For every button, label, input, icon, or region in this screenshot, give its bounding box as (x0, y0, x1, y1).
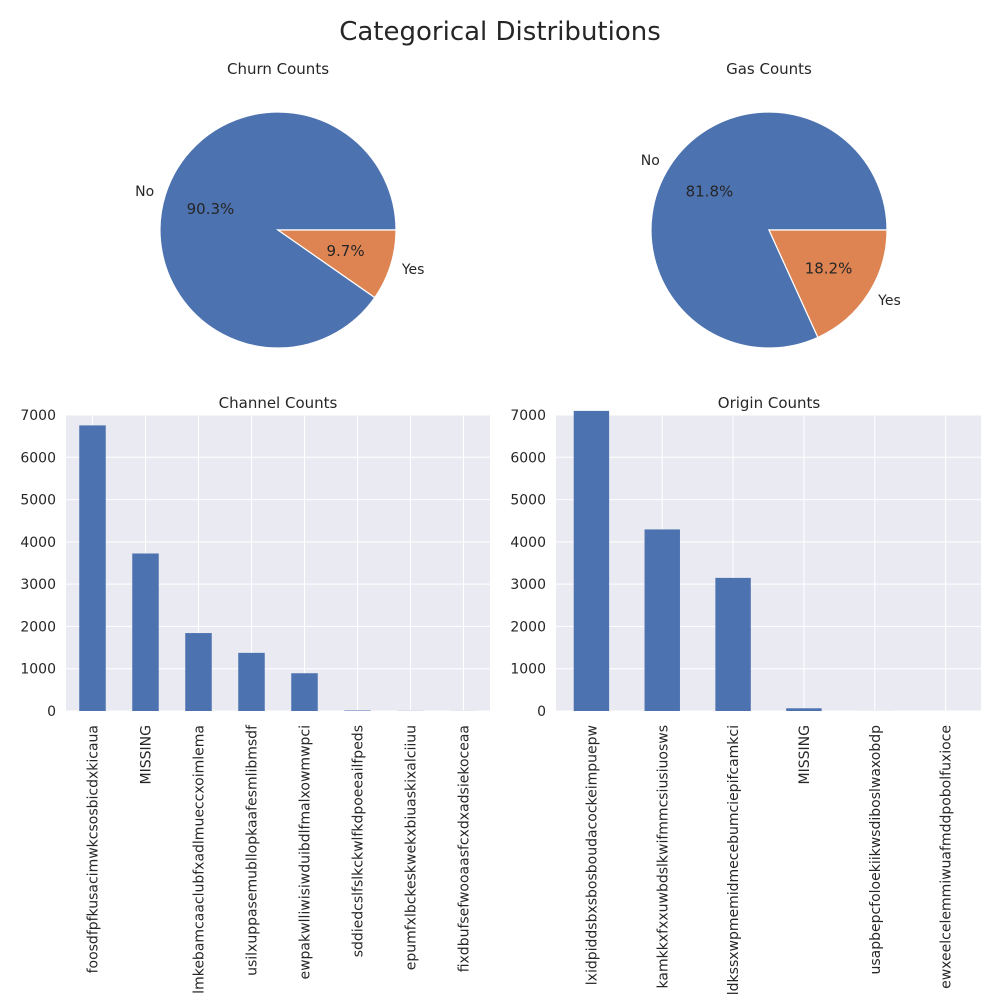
bar (715, 578, 750, 711)
y-tick-label: 2000 (510, 619, 546, 635)
y-tick-label: 0 (47, 704, 56, 720)
x-tick-label: lmkebamcaaclubfxadlmueccxoimlema (192, 725, 208, 994)
bar (291, 673, 318, 711)
pie-category-label: No (135, 184, 154, 200)
x-tick-label: usapbepcfoloekiikwsdiboslwaxobdp (868, 725, 884, 975)
plot-area (66, 415, 490, 711)
channel-bar-chart: 0 1000 2000 3000 4000 5000 6000 7000 foosdfpfkus… (20, 408, 490, 994)
plot-area (556, 415, 981, 711)
y-tick-label: 3000 (510, 577, 546, 593)
channel-bar-title: Channel Counts (219, 394, 338, 412)
pie-category-label: No (641, 153, 660, 169)
gas-pie: 81.8% No 18.2% Yes (641, 112, 901, 348)
pie-pct-label: 90.3% (187, 200, 235, 218)
bar (185, 633, 212, 711)
y-tick-label: 1000 (20, 662, 56, 678)
y-tick-label: 5000 (20, 493, 56, 509)
origin-bar-chart: 0 1000 2000 3000 4000 5000 6000 7000 lxidpiddsbx… (510, 408, 981, 995)
x-tick-label: kamkkxfxxuwbdslkwifmmcsiusiuosws (655, 725, 671, 988)
y-tick-label: 4000 (510, 535, 546, 551)
churn-pie-title: Churn Counts (227, 60, 329, 78)
pie-category-label: Yes (401, 262, 425, 278)
bar (786, 708, 821, 711)
x-tick-label: foosdfpfkusacimwkcsosbicdxkicaua (86, 725, 102, 973)
pie-pct-label: 9.7% (326, 242, 364, 260)
y-tick-label: 7000 (20, 408, 56, 424)
pie-category-label: Yes (877, 293, 901, 309)
x-tick-label: MISSING (797, 725, 813, 784)
x-tick-label: ldkssxwpmemidmecebumciepifcamkci (726, 725, 742, 995)
x-tick-label: MISSING (139, 725, 155, 784)
x-tick-label: fixdbufsefwooaasfcxdxadsiekoceaa (457, 725, 473, 972)
bar (238, 653, 265, 711)
x-tick-label: lxidpiddsbxsbosboudacockeimpuepw (584, 725, 600, 985)
x-tick-label: ewxeelcelemmiwuafmddpobolfuxioce (939, 725, 955, 989)
y-tick-label: 0 (537, 704, 546, 720)
pie-pct-label: 18.2% (805, 259, 853, 277)
x-tick-label: sddiedcslfslkckwlfkdpoeeailfpeds (351, 725, 367, 957)
x-tick-label: epumfxlbckeskwekxbiuaskixalciiuu (404, 725, 420, 970)
bar (79, 425, 106, 711)
y-tick-label: 6000 (510, 450, 546, 466)
origin-bar-title: Origin Counts (718, 394, 821, 412)
y-tick-label: 3000 (20, 577, 56, 593)
bar (132, 553, 159, 711)
figure-title: Categorical Distributions (339, 17, 661, 47)
x-tick-label: usilxuppasemubllopkaafesmlibmsdf (245, 724, 261, 976)
y-tick-label: 6000 (20, 450, 56, 466)
churn-pie: 90.3% No 9.7% Yes (135, 112, 424, 348)
pie-pct-label: 81.8% (686, 183, 734, 201)
y-tick-label: 4000 (20, 535, 56, 551)
y-tick-label: 1000 (510, 662, 546, 678)
y-tick-label: 7000 (510, 408, 546, 424)
y-tick-label: 2000 (20, 619, 56, 635)
bar (645, 529, 680, 711)
y-tick-label: 5000 (510, 493, 546, 509)
bar (574, 411, 609, 711)
x-tick-label: ewpakwlliwisiwduibdlfmalxowmwpci (298, 725, 314, 980)
gas-pie-title: Gas Counts (726, 60, 812, 78)
